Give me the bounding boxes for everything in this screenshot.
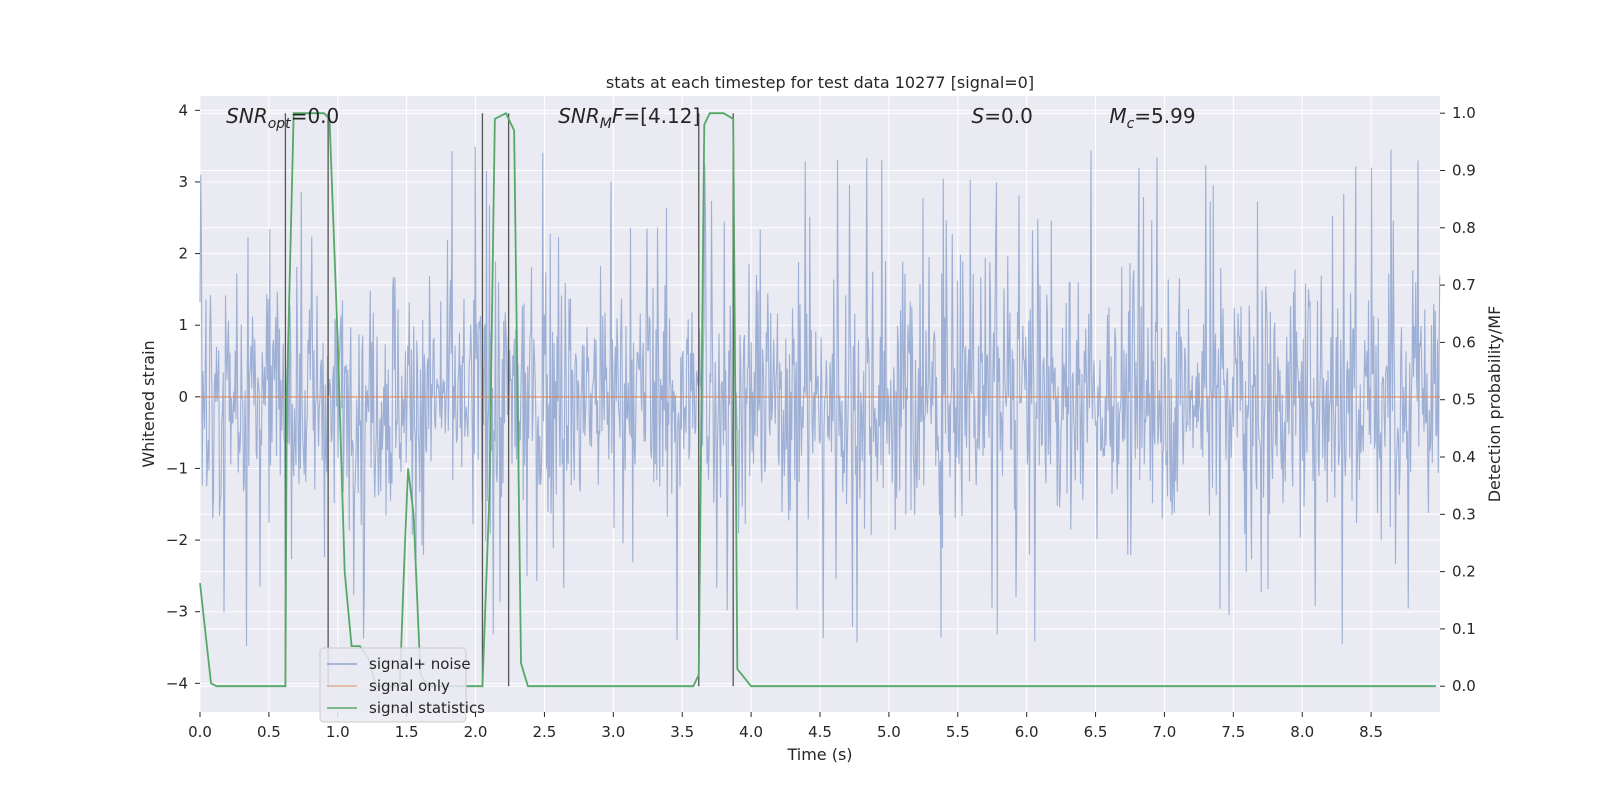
- y-axis-left-ticks: −4 −3 −2 −1 0 1 2 3 4: [166, 101, 200, 692]
- y-left-tick-label: 0: [178, 388, 188, 406]
- x-tick-label: 5.5: [946, 723, 970, 741]
- x-tick-label: 2.0: [464, 723, 488, 741]
- y-right-tick-label: 0.6: [1452, 333, 1476, 351]
- y-left-tick-label: 2: [178, 245, 188, 263]
- legend-label-signal-only: signal only: [369, 677, 450, 695]
- x-tick-label: 8.0: [1290, 723, 1314, 741]
- x-tick-label: 3.5: [670, 723, 694, 741]
- y-right-tick-label: 0.5: [1452, 391, 1476, 409]
- legend-box: [319, 647, 467, 723]
- y-right-tick-label: 0.8: [1452, 219, 1476, 237]
- x-tick-label: 1.5: [395, 723, 419, 741]
- x-tick-label: 3.0: [601, 723, 625, 741]
- y-right-tick-label: 0.9: [1452, 161, 1476, 179]
- signal-noise-series: [199, 146, 1441, 646]
- x-tick-label: 6.5: [1084, 723, 1108, 741]
- legend-label-signal-statistics: signal statistics: [369, 699, 485, 717]
- x-tick-label: 2.5: [533, 723, 557, 741]
- y-left-tick-label: −3: [166, 603, 188, 621]
- signal-noise-line: [199, 146, 1441, 646]
- signal-statistics-series: [199, 111, 1436, 688]
- y-axis-right-ticks: 0.0 0.1 0.2 0.3 0.4 0.5 0.6 0.7 0.8 0.9 1.0: [1440, 104, 1476, 695]
- x-tick-label: 4.0: [739, 723, 763, 741]
- x-tick-label: 8.5: [1359, 723, 1383, 741]
- x-tick-label: 5.0: [877, 723, 901, 741]
- x-tick-label: 4.5: [808, 723, 832, 741]
- x-axis-ticks: 0.0 0.5 1.0 1.5 2.0 2.5 3.0 3.5 4.0 4.5 5.0 5.5 6.0 6…: [188, 712, 1383, 741]
- x-tick-label: 1.0: [326, 723, 350, 741]
- y-right-tick-label: 0.2: [1452, 563, 1476, 581]
- x-tick-label: 6.0: [1015, 723, 1039, 741]
- y-right-tick-label: 0.7: [1452, 276, 1476, 294]
- x-axis-label: Time (s): [786, 745, 852, 764]
- y-left-tick-label: 1: [178, 316, 188, 334]
- y-left-tick-label: −2: [166, 531, 188, 549]
- x-tick-label: 0.5: [257, 723, 281, 741]
- y-right-tick-label: 1.0: [1452, 104, 1476, 122]
- annotation-label: S=0.0: [972, 104, 1033, 128]
- signal-statistics-line: [199, 111, 1436, 688]
- y-axis-left-label: Whitened strain: [139, 340, 158, 467]
- chart-title: stats at each timestep for test data 102…: [606, 73, 1034, 92]
- annotation-label: SNRMF=[4.12]: [558, 104, 700, 132]
- legend: signal+ noise signal only signal statist…: [319, 647, 485, 723]
- y-axis-right-label: Detection probability/MF: [1485, 306, 1504, 503]
- y-right-tick-label: 0.4: [1452, 448, 1476, 466]
- y-right-tick-label: 0.1: [1452, 620, 1476, 638]
- annotation-label: SNRopt=0.0: [226, 104, 339, 132]
- x-tick-label: 7.0: [1153, 723, 1177, 741]
- annotations: SNRopt=0.0 SNRMF=[4.12] S=0.0 Mc=5.99: [226, 104, 1195, 132]
- y-right-tick-label: 0.0: [1452, 677, 1476, 695]
- y-right-tick-label: 0.3: [1452, 505, 1476, 523]
- y-left-tick-label: 4: [178, 101, 188, 119]
- annotation-label: Mc=5.99: [1109, 104, 1195, 132]
- y-left-tick-label: 3: [178, 173, 188, 191]
- legend-label-signal-noise: signal+ noise: [369, 655, 471, 673]
- y-left-tick-label: −4: [166, 674, 188, 692]
- x-tick-label: 7.5: [1221, 723, 1245, 741]
- x-tick-label: 0.0: [188, 723, 212, 741]
- y-left-tick-label: −1: [166, 459, 188, 477]
